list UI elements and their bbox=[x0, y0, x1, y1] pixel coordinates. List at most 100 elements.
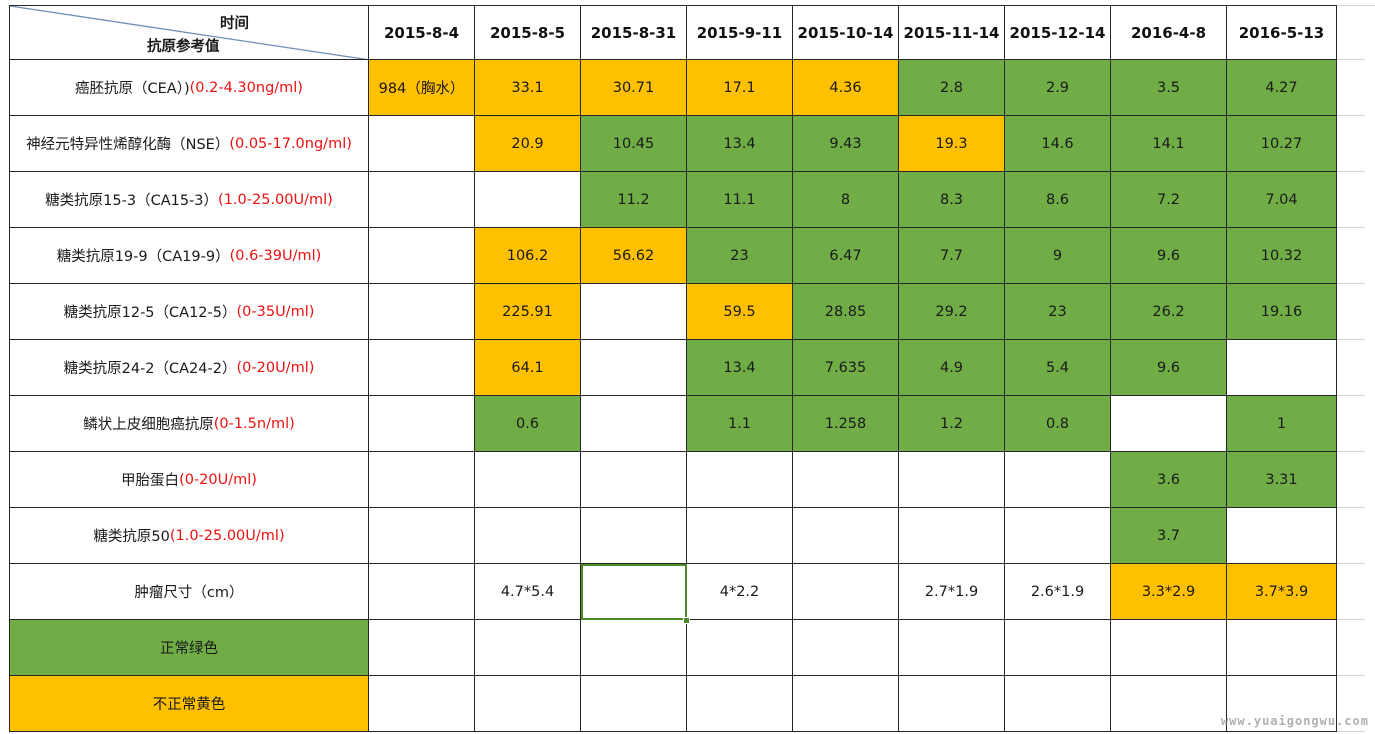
value-cell[interactable]: 26.2 bbox=[1111, 284, 1227, 340]
empty-cell[interactable] bbox=[1227, 620, 1337, 676]
empty-cell[interactable] bbox=[687, 676, 793, 732]
antigen-label-cell[interactable]: 甲胎蛋白 (0-20U/ml) bbox=[9, 452, 369, 508]
value-cell[interactable]: 8.3 bbox=[899, 172, 1005, 228]
antigen-label-cell[interactable]: 糖类抗原19-9（CA19-9） (0.6-39U/ml) bbox=[9, 228, 369, 284]
value-cell[interactable] bbox=[369, 564, 475, 620]
value-cell[interactable]: 2.7*1.9 bbox=[899, 564, 1005, 620]
value-cell[interactable]: 10.45 bbox=[581, 116, 687, 172]
value-cell[interactable]: 14.6 bbox=[1005, 116, 1111, 172]
value-cell[interactable]: 1.2 bbox=[899, 396, 1005, 452]
value-cell[interactable] bbox=[1005, 452, 1111, 508]
value-cell[interactable]: 10.27 bbox=[1227, 116, 1337, 172]
antigen-label-cell[interactable]: 糖类抗原50 (1.0-25.00U/ml) bbox=[9, 508, 369, 564]
value-cell[interactable]: 17.1 bbox=[687, 60, 793, 116]
sheet-edge-cell[interactable] bbox=[1337, 172, 1365, 228]
value-cell[interactable]: 20.9 bbox=[475, 116, 581, 172]
value-cell[interactable] bbox=[793, 508, 899, 564]
value-cell[interactable]: 7.635 bbox=[793, 340, 899, 396]
value-cell[interactable] bbox=[581, 340, 687, 396]
antigen-label-cell[interactable]: 神经元特异性烯醇化酶（NSE） (0.05-17.0ng/ml) bbox=[9, 116, 369, 172]
sheet-edge-cell[interactable] bbox=[1337, 5, 1365, 60]
antigen-label-cell[interactable]: 鳞状上皮细胞癌抗原 (0-1.5n/ml) bbox=[9, 396, 369, 452]
empty-cell[interactable] bbox=[1005, 620, 1111, 676]
value-cell[interactable]: 2.8 bbox=[899, 60, 1005, 116]
value-cell[interactable] bbox=[899, 508, 1005, 564]
value-cell[interactable]: 23 bbox=[687, 228, 793, 284]
value-cell[interactable]: 5.4 bbox=[1005, 340, 1111, 396]
value-cell[interactable]: 3.31 bbox=[1227, 452, 1337, 508]
value-cell[interactable]: 1 bbox=[1227, 396, 1337, 452]
date-header-cell[interactable]: 2015-11-14 bbox=[899, 5, 1005, 60]
sheet-edge-cell[interactable] bbox=[1337, 396, 1365, 452]
value-cell[interactable]: 3.3*2.9 bbox=[1111, 564, 1227, 620]
value-cell[interactable]: 4.27 bbox=[1227, 60, 1337, 116]
value-cell[interactable]: 56.62 bbox=[581, 228, 687, 284]
sheet-edge-cell[interactable] bbox=[1337, 620, 1365, 676]
date-header-cell[interactable]: 2016-4-8 bbox=[1111, 5, 1227, 60]
value-cell[interactable] bbox=[581, 508, 687, 564]
value-cell[interactable] bbox=[369, 228, 475, 284]
empty-cell[interactable] bbox=[369, 676, 475, 732]
value-cell[interactable] bbox=[369, 116, 475, 172]
value-cell[interactable] bbox=[369, 340, 475, 396]
sheet-edge-cell[interactable] bbox=[1337, 116, 1365, 172]
value-cell[interactable]: 1.1 bbox=[687, 396, 793, 452]
antigen-label-cell[interactable]: 糖类抗原24-2（CA24-2） (0-20U/ml) bbox=[9, 340, 369, 396]
value-cell[interactable]: 1.258 bbox=[793, 396, 899, 452]
value-cell[interactable]: 30.71 bbox=[581, 60, 687, 116]
empty-cell[interactable] bbox=[1111, 676, 1227, 732]
value-cell[interactable]: 3.7*3.9 bbox=[1227, 564, 1337, 620]
value-cell[interactable]: 28.85 bbox=[793, 284, 899, 340]
sheet-edge-cell[interactable] bbox=[1337, 452, 1365, 508]
value-cell[interactable]: 4*2.2 bbox=[687, 564, 793, 620]
sheet-edge-cell[interactable] bbox=[1337, 564, 1365, 620]
value-cell[interactable] bbox=[1005, 508, 1111, 564]
legend-normal-green[interactable]: 正常绿色 bbox=[9, 620, 369, 676]
value-cell[interactable]: 0.8 bbox=[1005, 396, 1111, 452]
value-cell[interactable]: 9 bbox=[1005, 228, 1111, 284]
value-cell[interactable]: 9.6 bbox=[1111, 340, 1227, 396]
value-cell[interactable] bbox=[1227, 508, 1337, 564]
value-cell[interactable] bbox=[793, 564, 899, 620]
date-header-cell[interactable]: 2015-9-11 bbox=[687, 5, 793, 60]
sheet-edge-cell[interactable] bbox=[1337, 340, 1365, 396]
value-cell[interactable] bbox=[793, 452, 899, 508]
value-cell[interactable] bbox=[1227, 340, 1337, 396]
value-cell[interactable]: 14.1 bbox=[1111, 116, 1227, 172]
value-cell[interactable]: 2.9 bbox=[1005, 60, 1111, 116]
value-cell[interactable] bbox=[475, 508, 581, 564]
date-header-cell[interactable]: 2015-8-5 bbox=[475, 5, 581, 60]
value-cell[interactable]: 106.2 bbox=[475, 228, 581, 284]
value-cell[interactable] bbox=[1111, 396, 1227, 452]
value-cell[interactable] bbox=[899, 452, 1005, 508]
value-cell[interactable] bbox=[369, 396, 475, 452]
value-cell[interactable]: 4.7*5.4 bbox=[475, 564, 581, 620]
empty-cell[interactable] bbox=[899, 620, 1005, 676]
value-cell[interactable]: 10.32 bbox=[1227, 228, 1337, 284]
sheet-edge-cell[interactable] bbox=[1337, 508, 1365, 564]
value-cell[interactable] bbox=[369, 284, 475, 340]
value-cell[interactable]: 29.2 bbox=[899, 284, 1005, 340]
value-cell[interactable]: 8 bbox=[793, 172, 899, 228]
empty-cell[interactable] bbox=[581, 620, 687, 676]
value-cell[interactable] bbox=[475, 452, 581, 508]
value-cell[interactable] bbox=[475, 172, 581, 228]
empty-cell[interactable] bbox=[899, 676, 1005, 732]
date-header-cell[interactable]: 2015-12-14 bbox=[1005, 5, 1111, 60]
empty-cell[interactable] bbox=[369, 620, 475, 676]
value-cell[interactable] bbox=[369, 508, 475, 564]
value-cell[interactable] bbox=[687, 508, 793, 564]
sheet-edge-cell[interactable] bbox=[1337, 60, 1365, 116]
value-cell[interactable]: 0.6 bbox=[475, 396, 581, 452]
value-cell[interactable]: 13.4 bbox=[687, 116, 793, 172]
empty-cell[interactable] bbox=[687, 620, 793, 676]
empty-cell[interactable] bbox=[475, 620, 581, 676]
value-cell[interactable]: 19.16 bbox=[1227, 284, 1337, 340]
value-cell[interactable] bbox=[581, 396, 687, 452]
value-cell[interactable] bbox=[369, 452, 475, 508]
value-cell[interactable]: 7.7 bbox=[899, 228, 1005, 284]
empty-cell[interactable] bbox=[1227, 676, 1337, 732]
value-cell[interactable]: 4.9 bbox=[899, 340, 1005, 396]
value-cell[interactable]: 59.5 bbox=[687, 284, 793, 340]
date-header-cell[interactable]: 2015-10-14 bbox=[793, 5, 899, 60]
